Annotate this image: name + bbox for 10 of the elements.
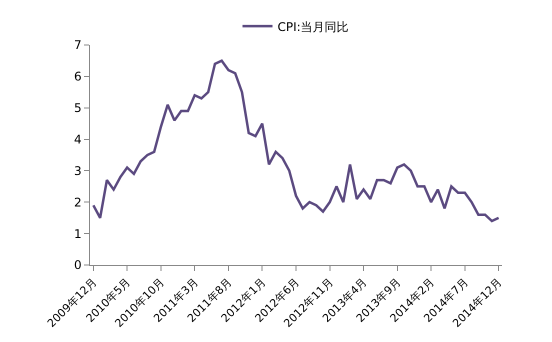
y-tick-label: 4 [74, 132, 82, 146]
y-tick-label: 2 [74, 195, 82, 210]
y-tick-label: 1 [74, 226, 82, 241]
y-tick-label: 6 [74, 70, 82, 84]
y-tick-label: 0 [74, 258, 82, 272]
y-tick-label: 3 [74, 164, 82, 178]
y-tick-label: 7 [74, 38, 82, 52]
line-series [92, 59, 500, 222]
legend-label: CPI:当月同比 [278, 20, 349, 34]
y-tick-label: 5 [74, 101, 82, 116]
